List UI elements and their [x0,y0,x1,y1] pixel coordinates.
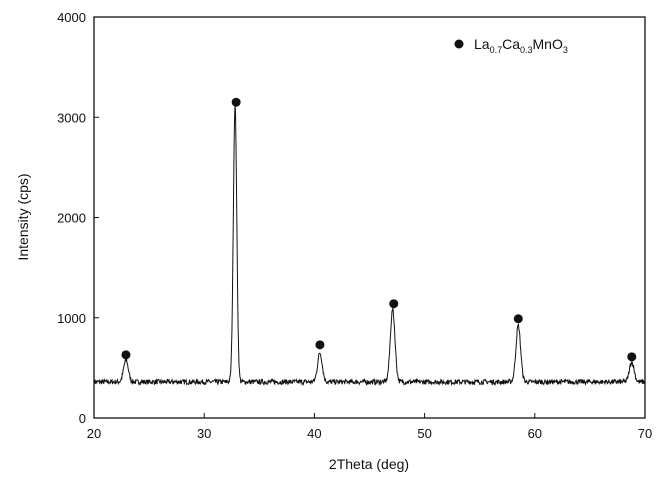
y-axis-title: Intensity (cps) [15,173,31,260]
peak-marker [389,299,399,309]
peak-markers [121,97,637,362]
x-tick-label: 20 [87,426,101,441]
legend: La0.7Ca0.3MnO3 [454,36,568,55]
legend-label: La0.7Ca0.3MnO3 [474,36,568,55]
peak-marker [513,314,523,324]
y-tick-label: 2000 [57,211,86,226]
legend-marker [454,39,464,49]
peak-marker [627,352,637,362]
legend-text-part: Ca [502,36,520,52]
legend-subscript: 0.3 [520,45,533,55]
legend-subscript: 0.7 [490,45,503,55]
x-tick-label: 60 [528,426,542,441]
y-tick-label: 3000 [57,110,86,125]
legend-text-part: MnO [533,36,563,52]
diffraction-pattern-line [93,104,646,387]
x-axis-title: 2Theta (deg) [329,456,409,472]
peak-marker [315,340,325,350]
x-tick-label: 70 [638,426,652,441]
axis-ticks: 20 30 40 50 60 70 0 1000 2000 3000 4000 [57,10,652,441]
legend-subscript: 3 [563,45,568,55]
y-tick-label: 1000 [57,311,86,326]
y-tick-label: 0 [79,411,86,426]
plot-frame [93,16,646,419]
y-tick-label: 4000 [57,10,86,25]
x-tick-label: 30 [197,426,211,441]
peak-marker [121,350,131,360]
x-tick-label: 40 [307,426,321,441]
legend-text-part: La [474,36,490,52]
peak-marker [231,97,241,107]
x-tick-label: 50 [417,426,431,441]
